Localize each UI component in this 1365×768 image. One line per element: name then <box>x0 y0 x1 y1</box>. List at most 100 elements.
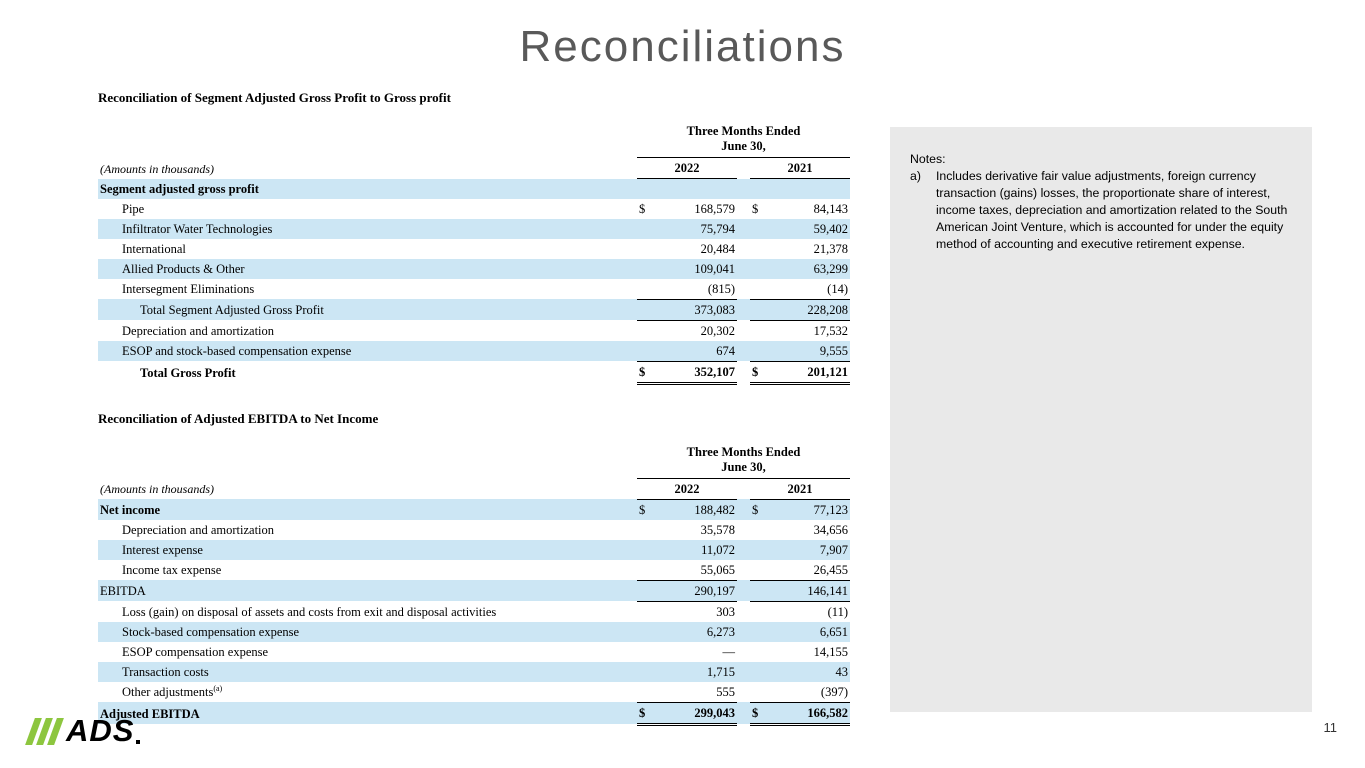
table-row: ESOP and stock-based compensation expens… <box>98 340 850 362</box>
table-block-ebitda: Reconciliation of Adjusted EBITDA to Net… <box>98 411 850 726</box>
dollar-sign-cell <box>750 239 770 259</box>
value-cell: 9,555 <box>770 340 850 362</box>
row-label: Stock-based compensation expense <box>122 624 300 639</box>
table-row: Income tax expense 55,065 26,455 <box>98 559 850 581</box>
row-label: Allied Products & Other <box>122 261 245 276</box>
note-marker: a) <box>910 169 921 183</box>
value-cell: 166,582 <box>770 702 850 726</box>
column-gap <box>737 540 750 560</box>
value-cell: 14,155 <box>813 644 848 659</box>
row-label: International <box>122 241 186 256</box>
column-gap <box>737 279 750 300</box>
row-label: ESOP and stock-based compensation expens… <box>122 344 352 358</box>
value-cell: 43 <box>835 664 849 679</box>
value-cell: 228,208 <box>770 299 850 321</box>
value-cell: 555 <box>657 681 737 703</box>
value-cell: (11) <box>827 604 848 619</box>
dollar-sign-cell <box>637 559 657 581</box>
logo-trademark-icon <box>136 740 141 744</box>
dollar-sign-cell <box>750 219 770 239</box>
notes-label: Notes: <box>910 152 946 166</box>
dollar-sign-cell <box>750 601 770 622</box>
amounts-note: (Amounts in thousands) <box>100 161 214 176</box>
table-row: Loss (gain) on disposal of assets and co… <box>98 601 850 622</box>
column-gap <box>737 622 750 642</box>
table-row: Total Gross Profit $352,107 $201,121 <box>98 361 850 385</box>
dollar-sign-cell <box>750 278 770 300</box>
table-row: Adjusted EBITDA $299,043 $166,582 <box>98 702 850 726</box>
period-header: Three Months Ended June 30, <box>637 442 850 479</box>
value-cell: 303 <box>716 604 735 619</box>
table-row: Other adjustments(a) 555 (397) <box>98 681 850 703</box>
dollar-sign-cell <box>750 642 770 662</box>
row-label: Adjusted EBITDA <box>100 707 200 721</box>
row-label: Transaction costs <box>122 664 209 679</box>
column-gap <box>737 560 750 581</box>
dollar-sign-cell <box>750 320 770 341</box>
dollar-sign-cell <box>637 520 657 540</box>
value-cell: 290,197 <box>657 580 737 602</box>
value-cell: 168,579 <box>694 201 735 216</box>
table-row: Depreciation and amortization 20,302 17,53… <box>98 320 850 341</box>
dollar-sign-cell: $ <box>752 201 759 216</box>
page-number: 11 <box>1323 720 1338 735</box>
notes-panel: Notes: a) Includes derivative fair value… <box>890 127 1312 712</box>
note-text: Includes derivative fair value adjustmen… <box>936 169 1288 251</box>
dollar-sign-cell <box>637 219 657 239</box>
dollar-sign-cell <box>637 340 657 362</box>
footnote-ref: (a) <box>213 683 223 693</box>
column-gap <box>737 219 750 239</box>
value-cell: 63,299 <box>813 261 848 276</box>
row-label: Net income <box>100 502 161 517</box>
dollar-sign-cell <box>750 520 770 540</box>
value-cell: 75,794 <box>700 221 735 236</box>
table-row: ESOP compensation expense — 14,155 <box>98 642 850 662</box>
value-cell: 34,656 <box>813 522 848 537</box>
table-row: Infiltrator Water Technologies 75,794 59,4… <box>98 218 850 239</box>
column-gap <box>737 320 750 341</box>
dollar-sign-cell <box>637 601 657 622</box>
value-cell: 109,041 <box>694 261 735 276</box>
value-cell: 20,302 <box>700 323 735 338</box>
value-cell: 6,273 <box>706 624 735 639</box>
column-gap <box>737 299 750 320</box>
ebitda-table: Three Months Ended June 30, (Amounts in … <box>98 442 850 726</box>
dollar-sign-cell: $ <box>750 361 770 385</box>
value-cell: 59,402 <box>813 221 848 236</box>
amounts-note: (Amounts in thousands) <box>100 482 214 496</box>
tables-area: Reconciliation of Segment Adjusted Gross… <box>98 90 850 726</box>
value-cell: 35,578 <box>700 522 735 537</box>
dollar-sign-cell <box>637 320 657 341</box>
year-header-2021: 2021 <box>750 478 850 500</box>
dollar-sign-cell <box>750 259 770 279</box>
year-header-2022: 2022 <box>637 478 737 500</box>
column-gap <box>737 601 750 622</box>
value-cell: 11,072 <box>701 542 735 557</box>
dollar-sign-cell: $ <box>752 502 759 517</box>
row-label: ESOP compensation expense <box>122 644 269 659</box>
table-row: Depreciation and amortization 35,578 34,65… <box>98 520 850 540</box>
value-cell: 77,123 <box>813 502 848 517</box>
table-block-gross-profit: Reconciliation of Segment Adjusted Gross… <box>98 90 850 385</box>
column-gap <box>737 580 750 601</box>
row-label: Income tax expense <box>122 563 222 577</box>
value-cell: 84,143 <box>813 201 848 216</box>
column-gap <box>737 520 750 540</box>
dollar-sign-cell <box>637 642 657 662</box>
value-cell: (397) <box>770 681 850 703</box>
table-row: Net income $188,482 $77,123 <box>98 499 850 520</box>
value-cell: 55,065 <box>657 559 737 581</box>
column-gap <box>737 259 750 279</box>
dollar-sign-cell <box>637 299 657 321</box>
dollar-sign-cell <box>750 681 770 703</box>
dollar-sign-cell <box>750 662 770 682</box>
row-label: Intersegment Eliminations <box>122 282 255 296</box>
dollar-sign-cell <box>750 179 770 199</box>
table-row: Interest expense 11,072 7,907 <box>98 539 850 560</box>
year-header-row: (Amounts in thousands) 2022 2021 <box>98 157 850 179</box>
year-header-2022: 2022 <box>637 157 737 179</box>
row-label: Loss (gain) on disposal of assets and co… <box>122 604 497 619</box>
column-gap <box>737 682 750 703</box>
column-gap <box>737 239 750 259</box>
